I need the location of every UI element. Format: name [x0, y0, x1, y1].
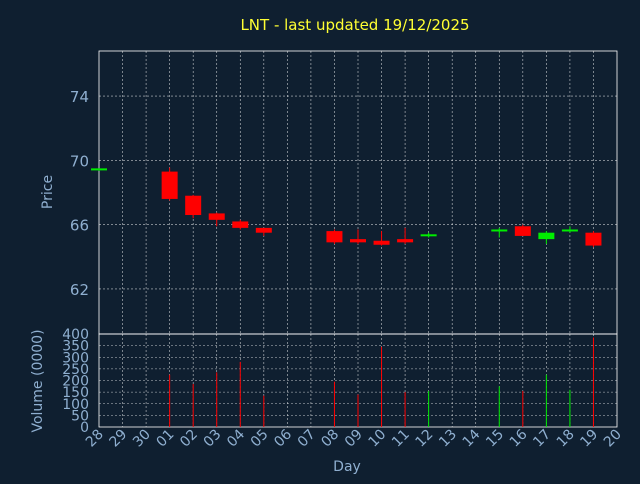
candle-body — [91, 168, 107, 171]
x-tick-label: 11 — [389, 427, 413, 451]
x-tick-label: 10 — [365, 427, 389, 451]
volume-tick-label: 400 — [62, 327, 89, 343]
x-tick-label: 20 — [601, 427, 625, 451]
x-tick-label: 30 — [130, 427, 154, 451]
volume-tick-label: 250 — [62, 362, 89, 378]
x-tick-label: 15 — [483, 427, 507, 451]
x-tick-label: 16 — [507, 426, 531, 450]
price-axis-label: Price — [40, 175, 56, 209]
candle-body — [561, 229, 578, 232]
x-tick-label: 02 — [177, 427, 201, 451]
volume-tick-label: 300 — [62, 350, 89, 366]
candle-body — [232, 221, 249, 228]
candle-body — [255, 227, 272, 233]
candle-body — [420, 234, 437, 237]
candle-body — [538, 232, 555, 240]
candle-body — [350, 239, 366, 243]
volume-tick-label: 0 — [80, 420, 89, 436]
price-tick-label: 66 — [70, 217, 89, 235]
candle-body — [373, 240, 390, 245]
price-tick-label: 74 — [70, 88, 89, 106]
x-tick-label: 17 — [530, 427, 554, 451]
candle-body — [491, 229, 508, 232]
volume-tick-label: 150 — [62, 385, 89, 401]
x-tick-label: 03 — [201, 427, 225, 451]
candle-body — [585, 232, 602, 246]
x-tick-label: 06 — [271, 426, 295, 450]
x-tick-label: 01 — [154, 427, 178, 451]
candle-body — [397, 239, 414, 243]
x-tick-label: 14 — [460, 426, 484, 450]
price-tick-label: 70 — [70, 152, 89, 170]
x-tick-label: 07 — [295, 427, 319, 451]
x-tick-label: 18 — [554, 427, 578, 451]
candle-body — [208, 213, 225, 220]
x-axis-label: Day — [333, 459, 361, 475]
volume-tick-label: 350 — [62, 339, 89, 355]
volume-tick-label: 50 — [71, 408, 89, 424]
x-tick-label: 19 — [577, 427, 601, 451]
chart-title: LNT - last updated 19/12/2025 — [240, 16, 469, 34]
volume-tick-label: 200 — [62, 374, 89, 390]
volume-axis-label: Volume (0000) — [30, 329, 46, 432]
x-tick-label: 05 — [248, 427, 272, 451]
candle-body — [326, 231, 343, 243]
x-tick-label: 29 — [106, 427, 130, 451]
x-tick-label: 12 — [413, 427, 437, 451]
x-tick-label: 04 — [224, 426, 248, 450]
candle-body — [161, 171, 178, 199]
volume-tick-label: 100 — [62, 397, 89, 413]
candle-body — [514, 226, 531, 236]
price-tick-label: 62 — [70, 281, 89, 299]
x-tick-label: 08 — [318, 427, 342, 451]
x-tick-label: 13 — [436, 427, 460, 451]
x-tick-label: 09 — [342, 427, 366, 451]
candle-body — [185, 195, 202, 216]
